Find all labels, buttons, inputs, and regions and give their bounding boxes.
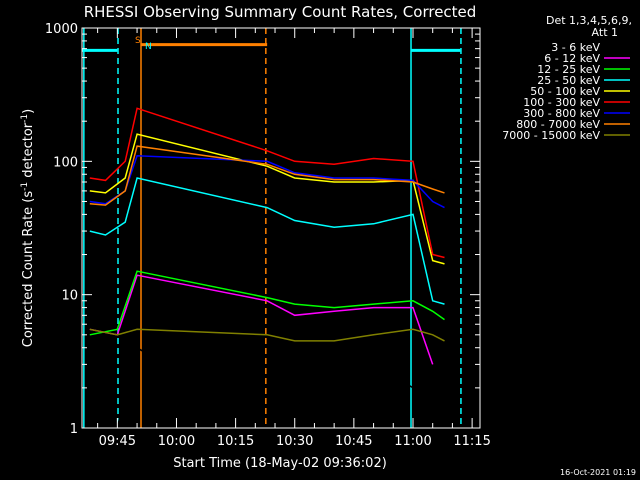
series-line-7 xyxy=(89,145,445,206)
x-axis: 09:45 10:00 10:15 10:30 10:45 11:00 11:15 xyxy=(97,28,491,449)
y-tick-label: 10 xyxy=(61,289,78,304)
legend-label: 7000 - 15000 keV xyxy=(502,129,600,142)
series-line-2 xyxy=(89,270,445,336)
plot-frame xyxy=(81,27,481,429)
legend-label: 3 - 6 keV xyxy=(551,41,600,54)
footer-date: 16-Oct-2021 01:19 xyxy=(560,468,636,477)
y-axis-label-sup2: -1 xyxy=(20,114,30,123)
y-tick-label: 100 xyxy=(53,155,78,170)
annotation-s: S xyxy=(135,36,141,46)
legend-label: 800 - 7000 keV xyxy=(516,118,600,131)
x-tick-label: 10:15 xyxy=(217,434,254,449)
x-tick-label: 11:15 xyxy=(453,434,490,449)
status-bars xyxy=(82,43,461,52)
y-axis-label-main: Corrected Count Rate (s xyxy=(21,191,36,348)
y-axis-label-end: ) xyxy=(21,109,36,114)
x-tick-label: 11:00 xyxy=(394,434,431,449)
legend-header-line2: Att 1 xyxy=(592,26,618,39)
legend-header-line1: Det 1,3,4,5,6,9, xyxy=(546,14,632,27)
legend-label: 6 - 12 keV xyxy=(544,52,600,65)
series-line-3 xyxy=(89,177,445,305)
series-line-0 xyxy=(116,346,453,430)
legend-label: 50 - 100 keV xyxy=(530,85,600,98)
x-tick-label: 10:45 xyxy=(335,434,372,449)
y-tick-label: 1 xyxy=(70,422,78,437)
series-line-5 xyxy=(89,107,445,259)
y-tick-label: 1000 xyxy=(45,22,78,37)
vertical-markers xyxy=(83,28,462,428)
x-tick-label: 10:30 xyxy=(276,434,313,449)
series-layer xyxy=(89,107,453,430)
y-axis-label: Corrected Count Rate (s-1 detector-1) xyxy=(20,109,36,347)
y-axis-label-sup1: -1 xyxy=(20,182,30,191)
chart-title: RHESSI Observing Summary Count Rates, Co… xyxy=(84,3,477,21)
legend-label: 12 - 25 keV xyxy=(537,63,600,76)
x-axis-label: Start Time (18-May-02 09:36:02) xyxy=(173,456,387,471)
series-line-4 xyxy=(89,133,445,265)
x-tick-label: 09:45 xyxy=(99,434,136,449)
legend-label: 100 - 300 keV xyxy=(523,96,600,109)
series-line-1 xyxy=(89,274,434,365)
series-line-8 xyxy=(89,328,445,342)
annotation-n: N xyxy=(145,42,152,52)
x-tick-label: 10:00 xyxy=(158,434,195,449)
y-axis: 1 10 100 1000 xyxy=(45,22,480,437)
legend-label: 25 - 50 keV xyxy=(537,74,600,87)
legend-label: 300 - 800 keV xyxy=(523,107,600,120)
y-axis-label-mid: detector xyxy=(21,122,36,182)
